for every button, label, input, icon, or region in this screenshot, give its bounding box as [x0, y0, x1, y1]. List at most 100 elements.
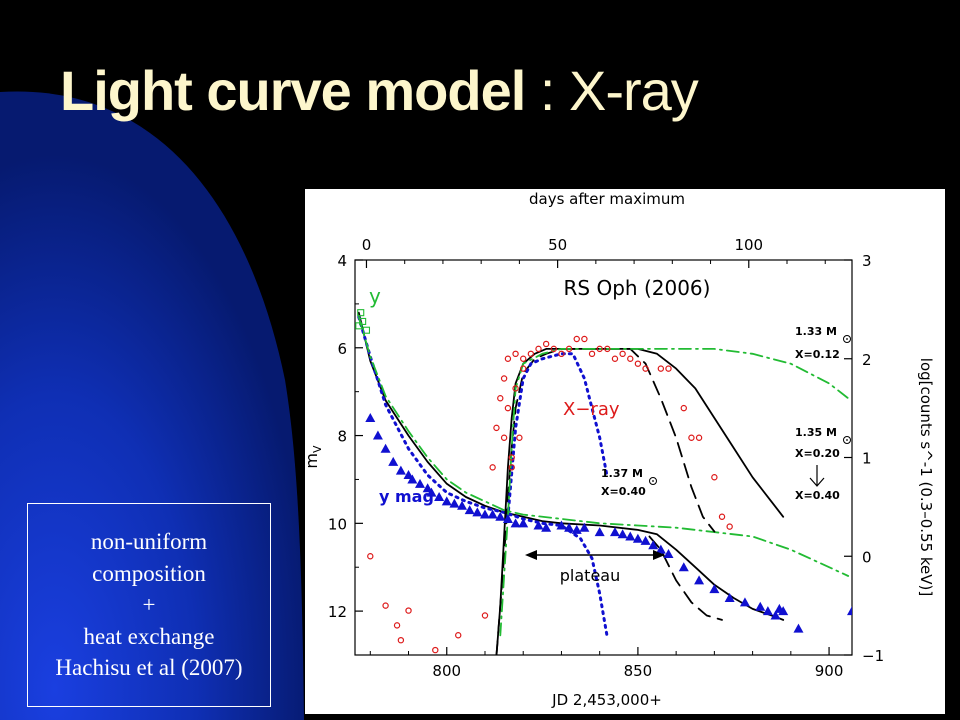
point-y-mag	[571, 524, 582, 534]
point-x-ray	[680, 404, 687, 412]
point-y-mag	[495, 511, 506, 521]
curve-x-ray-model-solid	[495, 348, 785, 655]
point-y-mag	[518, 518, 529, 528]
point-y-mag	[502, 513, 513, 523]
point-x-ray	[504, 355, 512, 362]
note-line: +	[142, 592, 156, 618]
title-rest: : X-ray	[525, 59, 699, 122]
point-x-ray	[718, 513, 726, 520]
point-x-ray	[665, 365, 672, 372]
point-x-ray	[520, 365, 527, 372]
title-bold: Light curve model	[60, 59, 526, 122]
annotation-x012: X=0.12	[795, 348, 840, 361]
sun-symbol-icon	[843, 335, 851, 343]
point-y-mag	[694, 575, 705, 585]
point-y-mag	[709, 584, 720, 594]
point-x-ray	[634, 360, 642, 367]
curve-x-ray-model-dashed	[495, 348, 716, 655]
point-y-mag	[464, 505, 475, 515]
point-y	[362, 326, 371, 334]
point-x-ray	[688, 434, 695, 441]
point-y-mag	[579, 522, 590, 532]
point-x-ray	[382, 602, 389, 609]
curve-x-ray-model-dash-dot	[499, 348, 850, 637]
point-y-mag	[609, 527, 620, 537]
point-x-ray	[611, 355, 619, 362]
point-x-ray	[405, 607, 412, 614]
point-y-mag	[380, 443, 391, 453]
point-x-ray	[619, 350, 626, 358]
point-y-mag	[487, 509, 498, 519]
point-x-ray	[604, 345, 611, 353]
point-y	[355, 322, 363, 330]
sun-symbol-icon	[649, 477, 657, 485]
point-y	[359, 317, 367, 325]
note-line: heat exchange	[83, 623, 215, 649]
point-x-ray	[493, 424, 500, 432]
point-x-ray	[393, 622, 401, 629]
point-y-mag	[414, 478, 425, 488]
point-x-ray	[657, 365, 665, 372]
point-y-mag	[407, 474, 418, 484]
point-y-mag	[847, 606, 852, 616]
y-tick-label: 10	[328, 515, 347, 533]
note-line: non-uniform	[90, 529, 208, 555]
point-y-mag	[625, 531, 636, 541]
y-right-tick-label: 0	[862, 548, 872, 566]
point-y-mag	[793, 623, 804, 633]
point-x-ray	[455, 632, 462, 639]
point-x-ray	[397, 636, 405, 644]
point-x-ray	[642, 365, 649, 372]
y-tick-label: 8	[337, 428, 347, 446]
chart-title: RS Oph (2006)	[564, 276, 711, 300]
note-box: non-uniform composition + heat exchange …	[27, 503, 271, 707]
point-x-ray	[573, 335, 580, 343]
point-x-ray	[489, 464, 496, 471]
y-right-tick-label: 2	[862, 351, 872, 369]
point-x-ray	[535, 345, 542, 353]
annotation-135: 1.35 M X=0.20 X=0.40	[795, 426, 851, 502]
point-x-ray	[367, 553, 374, 560]
annotation-x020: X=0.20	[795, 447, 840, 460]
point-x-ray	[527, 350, 535, 358]
point-y-mag	[762, 606, 773, 616]
y-right-tick-label: −1	[862, 647, 884, 665]
point-y-mag	[541, 522, 552, 532]
annotation-m137: 1.37 M	[601, 467, 643, 480]
point-y-mag	[770, 610, 781, 620]
point-x-ray	[500, 434, 508, 441]
curve-y-model-solid	[357, 311, 785, 621]
point-y-mag	[395, 465, 406, 475]
point-x-ray	[516, 434, 523, 441]
point-y-mag	[472, 507, 483, 517]
curve-x-ray-model-dotted	[506, 352, 609, 519]
point-y-mag	[648, 540, 659, 550]
top-tick-label: 0	[362, 236, 372, 254]
point-y-mag	[632, 533, 643, 543]
chart-figure: 800 850 900 0 50 100 4 6 8 10 12 −1 0 1 2 3 days after …	[305, 189, 945, 714]
x-tick-label: 800	[432, 662, 461, 680]
point-y-mag	[774, 603, 785, 613]
y-tick-label: 4	[337, 252, 347, 270]
point-x-ray	[512, 350, 519, 358]
point-x-ray	[581, 335, 588, 343]
point-x-ray	[726, 523, 733, 530]
curve-y-model-dotted	[357, 315, 609, 639]
annotation-m135: 1.35 M	[795, 426, 837, 439]
point-y-mag	[663, 549, 674, 559]
point-y-mag	[640, 535, 651, 545]
point-y-mag	[434, 492, 445, 501]
y-tick-label: 12	[328, 603, 347, 621]
point-x-ray	[695, 434, 703, 441]
point-x-ray	[542, 340, 550, 348]
x-axis-bottom-label: JD 2,453,000+	[551, 691, 662, 709]
point-y-mag	[755, 601, 766, 611]
point-y-mag	[457, 500, 468, 510]
note-line: Hachisu et al (2007)	[55, 655, 243, 681]
point-y-mag	[372, 430, 383, 440]
note-line: composition	[92, 560, 206, 586]
annotation-137: 1.37 M X=0.40	[601, 467, 657, 498]
point-y-mag	[441, 496, 452, 506]
annotation-y-letter: y	[369, 284, 381, 308]
annotation-133: 1.33 M X=0.12	[795, 325, 851, 361]
